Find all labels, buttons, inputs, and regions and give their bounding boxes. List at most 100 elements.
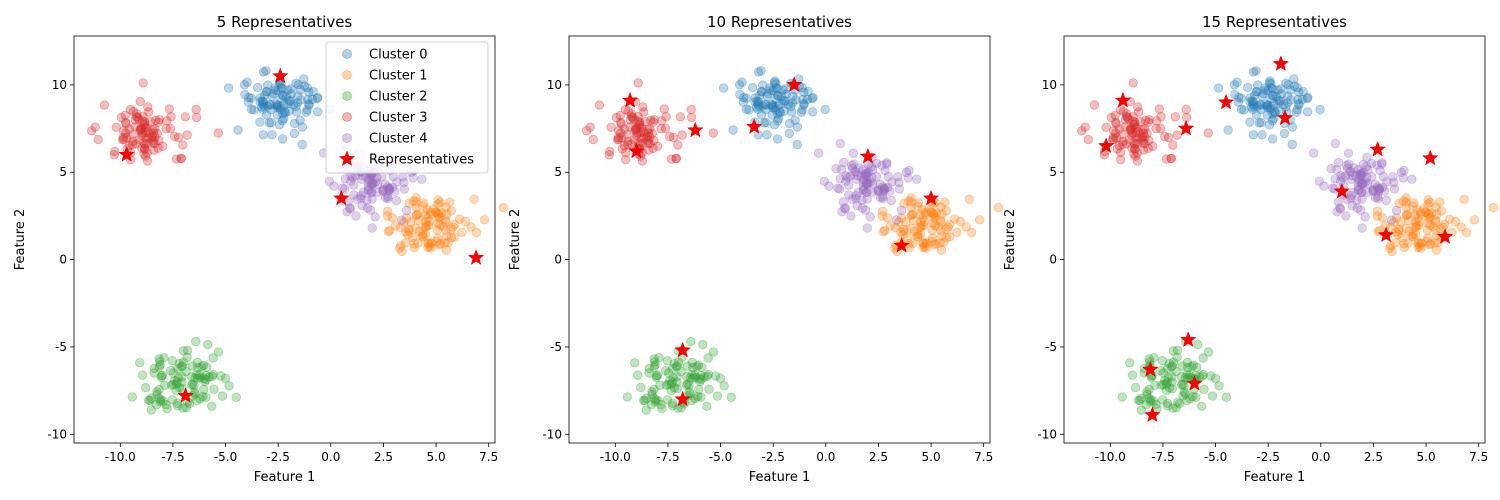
cluster-point bbox=[128, 136, 138, 147]
cluster-point bbox=[667, 398, 678, 408]
cluster-point bbox=[411, 197, 422, 207]
cluster-point bbox=[277, 90, 288, 101]
cluster-point bbox=[421, 222, 431, 232]
cluster-point bbox=[1374, 185, 1384, 195]
subplot-3: 15 Representatives -10.0 -7.5 -5.0 -2.5 0.0 2.… bbox=[1003, 13, 1499, 485]
cluster-point bbox=[1292, 105, 1302, 115]
cluster-point bbox=[363, 181, 374, 192]
cluster-point bbox=[384, 185, 394, 196]
y-axis-label: Feature 2 bbox=[1003, 209, 1018, 271]
cluster-point bbox=[440, 238, 450, 248]
cluster-point bbox=[301, 107, 312, 117]
cluster-point bbox=[879, 183, 889, 193]
y-tick-label: -10 bbox=[47, 427, 67, 441]
cluster-point bbox=[213, 347, 224, 357]
cluster-point bbox=[418, 201, 428, 211]
cluster-point bbox=[174, 383, 185, 393]
cluster-point bbox=[295, 115, 305, 125]
cluster-point bbox=[694, 373, 704, 384]
cluster-point bbox=[859, 175, 870, 185]
cluster-point bbox=[1164, 383, 1175, 393]
cluster-point bbox=[1265, 104, 1276, 115]
cluster-point bbox=[819, 176, 830, 187]
cluster-point bbox=[231, 392, 242, 402]
cluster-point bbox=[258, 96, 269, 107]
cluster-point bbox=[181, 366, 191, 377]
cluster-point bbox=[1269, 99, 1279, 110]
cluster-point bbox=[1353, 177, 1364, 187]
cluster-point bbox=[738, 97, 749, 107]
cluster-point bbox=[1381, 195, 1392, 206]
cluster-point bbox=[648, 143, 658, 154]
cluster-4-points bbox=[813, 138, 922, 233]
cluster-point bbox=[1133, 395, 1144, 406]
cluster-point bbox=[775, 107, 786, 118]
cluster-point bbox=[278, 90, 288, 101]
cluster-point bbox=[772, 115, 783, 126]
cluster-point bbox=[1128, 111, 1138, 122]
cluster-point bbox=[118, 132, 129, 143]
cluster-point bbox=[1352, 195, 1362, 205]
cluster-point bbox=[1298, 86, 1308, 97]
cluster-point bbox=[128, 106, 139, 117]
cluster-point bbox=[1390, 238, 1401, 248]
cluster-point bbox=[1382, 177, 1392, 187]
cluster-point bbox=[446, 224, 456, 234]
cluster-point bbox=[926, 207, 936, 218]
cluster-point bbox=[651, 372, 662, 383]
cluster-point bbox=[378, 185, 388, 195]
cluster-point bbox=[1124, 114, 1134, 124]
representative-star bbox=[1177, 119, 1195, 136]
cluster-point bbox=[1130, 144, 1140, 154]
cluster-point bbox=[808, 92, 818, 103]
cluster-point bbox=[378, 186, 388, 197]
cluster-point bbox=[901, 167, 912, 178]
cluster-point bbox=[154, 393, 164, 404]
cluster-point bbox=[878, 182, 888, 192]
cluster-point bbox=[396, 240, 406, 251]
cluster-point bbox=[1319, 181, 1329, 191]
cluster-point bbox=[803, 86, 813, 97]
cluster-point bbox=[257, 96, 267, 106]
cluster-point bbox=[1173, 397, 1183, 407]
cluster-point bbox=[1276, 89, 1287, 99]
cluster-2-points bbox=[127, 336, 242, 415]
cluster-point bbox=[409, 238, 419, 249]
cluster-point bbox=[630, 125, 640, 136]
cluster-point bbox=[1344, 159, 1354, 169]
x-tick-label: 7.5 bbox=[479, 450, 498, 464]
cluster-point bbox=[1408, 231, 1418, 242]
subplot-title: 15 Representatives bbox=[1202, 13, 1347, 31]
cluster-point bbox=[901, 217, 911, 227]
cluster-point bbox=[770, 104, 781, 115]
cluster-point bbox=[143, 127, 154, 137]
cluster-point bbox=[149, 132, 160, 142]
cluster-point bbox=[605, 146, 615, 157]
cluster-point bbox=[636, 382, 646, 393]
cluster-point bbox=[199, 384, 209, 395]
x-tick-label: -10.0 bbox=[105, 450, 136, 464]
cluster-point bbox=[1399, 196, 1409, 206]
cluster-point bbox=[391, 195, 402, 206]
cluster-point bbox=[685, 389, 695, 399]
cluster-point bbox=[637, 123, 647, 134]
cluster-point bbox=[1357, 187, 1367, 197]
cluster-point bbox=[1142, 387, 1152, 397]
cluster-point bbox=[208, 353, 218, 363]
cluster-point bbox=[1341, 211, 1351, 221]
cluster-point bbox=[880, 225, 890, 236]
cluster-point bbox=[304, 100, 314, 110]
cluster-point bbox=[1407, 231, 1417, 241]
cluster-point bbox=[313, 107, 323, 117]
cluster-point bbox=[861, 178, 872, 188]
cluster-point bbox=[1413, 238, 1423, 248]
cluster-point bbox=[400, 238, 411, 248]
cluster-point bbox=[686, 336, 696, 347]
cluster-point bbox=[406, 217, 416, 227]
cluster-point bbox=[847, 194, 857, 204]
cluster-point bbox=[220, 373, 231, 384]
cluster-point bbox=[1287, 122, 1298, 132]
cluster-point bbox=[615, 110, 625, 121]
cluster-point bbox=[1108, 132, 1119, 143]
cluster-point bbox=[1171, 403, 1181, 413]
